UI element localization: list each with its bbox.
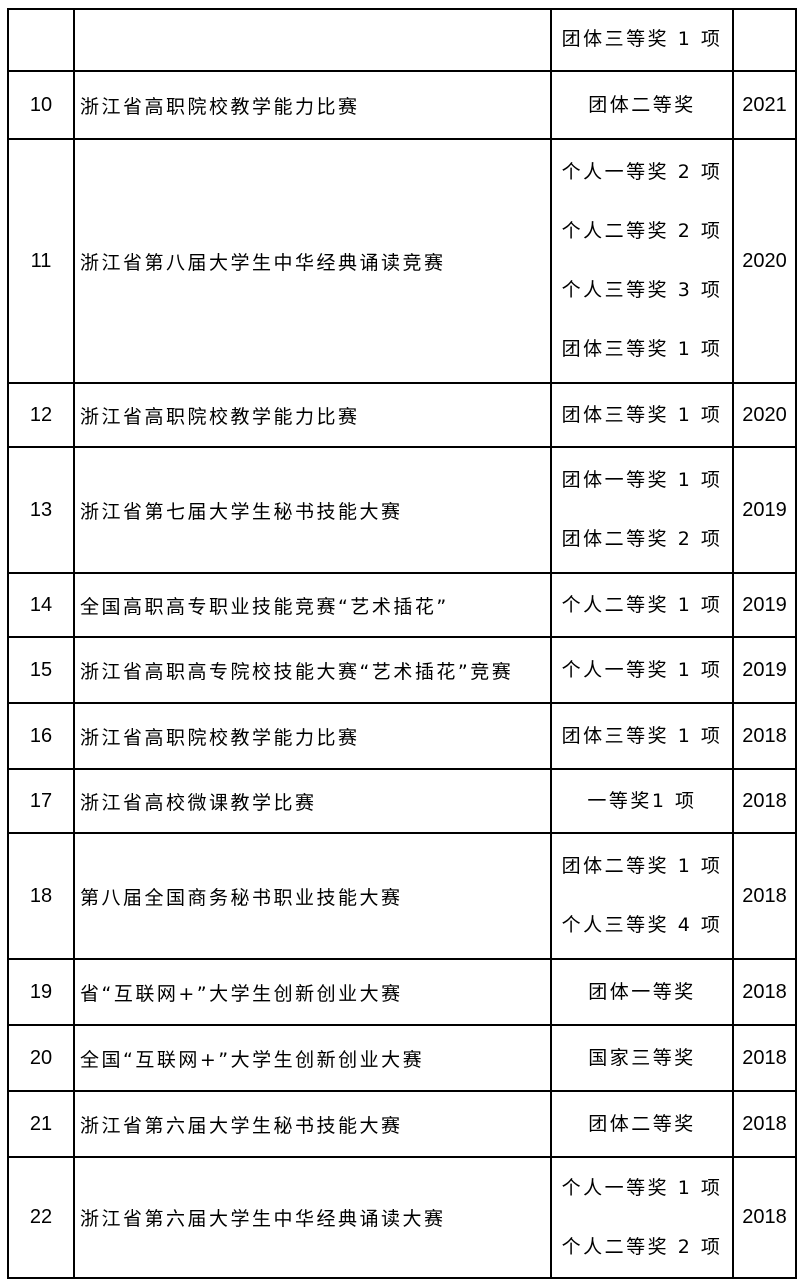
row-number: 19 <box>7 958 75 1026</box>
award-cell: 团体二等奖 1 项个人三等奖 4 项 <box>550 832 734 960</box>
award-item: 团体二等奖 <box>588 93 696 116</box>
row-number: 10 <box>7 70 75 140</box>
award-cell: 团体二等奖 <box>550 1090 734 1158</box>
row-number: 20 <box>7 1024 75 1092</box>
row-number: 18 <box>7 832 75 960</box>
award-cell: 团体一等奖 <box>550 958 734 1026</box>
row-number: 17 <box>7 768 75 834</box>
award-item: 团体二等奖 2 项 <box>561 528 723 550</box>
award-item: 个人三等奖 4 项 <box>561 914 723 936</box>
table-row: 12 浙江省高职院校教学能力比赛 团体三等奖 1 项 2020 <box>7 382 797 448</box>
award-cell: 团体三等奖 1 项 <box>550 8 734 72</box>
table-row: 11 浙江省第八届大学生中华经典诵读竞赛 个人一等奖 2 项个人二等奖 2 项个人三… <box>7 138 797 384</box>
award-item: 团体三等奖 1 项 <box>561 724 723 747</box>
competition-name <box>73 8 552 72</box>
award-cell: 一等奖1 项 <box>550 768 734 834</box>
row-number: 12 <box>7 382 75 448</box>
award-cell: 个人一等奖 2 项个人二等奖 2 项个人三等奖 3 项团体三等奖 1 项 <box>550 138 734 384</box>
award-item: 团体一等奖 1 项 <box>561 469 723 491</box>
award-cell: 团体三等奖 1 项 <box>550 382 734 448</box>
competition-name: 全国“互联网+”大学生创新创业大赛 <box>73 1024 552 1092</box>
row-number: 15 <box>7 636 75 704</box>
award-item: 个人三等奖 3 项 <box>561 279 723 301</box>
table-row: 10 浙江省高职院校教学能力比赛 团体二等奖 2021 <box>7 70 797 140</box>
row-number: 11 <box>7 138 75 384</box>
award-cell: 团体二等奖 <box>550 70 734 140</box>
year: 2018 <box>732 1090 797 1158</box>
table-row: 21 浙江省第六届大学生秘书技能大赛 团体二等奖 2018 <box>7 1090 797 1158</box>
award-cell: 团体一等奖 1 项团体二等奖 2 项 <box>550 446 734 574</box>
competition-name: 浙江省高职院校教学能力比赛 <box>73 70 552 140</box>
award-item: 团体二等奖 <box>588 1112 696 1135</box>
year: 2018 <box>732 1156 797 1279</box>
competition-name: 浙江省第六届大学生秘书技能大赛 <box>73 1090 552 1158</box>
year: 2019 <box>732 572 797 638</box>
year: 2018 <box>732 702 797 770</box>
award-cell: 国家三等奖 <box>550 1024 734 1092</box>
year: 2018 <box>732 1024 797 1092</box>
competition-name: 浙江省高校微课教学比赛 <box>73 768 552 834</box>
award-cell: 个人一等奖 1 项 <box>550 636 734 704</box>
row-number: 13 <box>7 446 75 574</box>
competition-name: 浙江省第六届大学生中华经典诵读大赛 <box>73 1156 552 1279</box>
year: 2019 <box>732 446 797 574</box>
table-row: 13 浙江省第七届大学生秘书技能大赛 团体一等奖 1 项团体二等奖 2 项 2019 <box>7 446 797 574</box>
award-cell: 个人一等奖 1 项个人二等奖 2 项 <box>550 1156 734 1279</box>
competition-name: 浙江省高职高专院校技能大赛“艺术插花”竞赛 <box>73 636 552 704</box>
row-number: 16 <box>7 702 75 770</box>
award-cell: 个人二等奖 1 项 <box>550 572 734 638</box>
award-item: 一等奖1 项 <box>587 789 697 812</box>
competition-name: 浙江省第八届大学生中华经典诵读竞赛 <box>73 138 552 384</box>
year: 2020 <box>732 382 797 448</box>
competition-name: 全国高职高专职业技能竞赛“艺术插花” <box>73 572 552 638</box>
competition-name: 省“互联网+”大学生创新创业大赛 <box>73 958 552 1026</box>
table-row: 16 浙江省高职院校教学能力比赛 团体三等奖 1 项 2018 <box>7 702 797 770</box>
table-row: 22 浙江省第六届大学生中华经典诵读大赛 个人一等奖 1 项个人二等奖 2 项 201… <box>7 1156 797 1279</box>
table-row: 17 浙江省高校微课教学比赛 一等奖1 项 2018 <box>7 768 797 834</box>
table-row: 团体三等奖 1 项 <box>7 8 797 72</box>
award-item: 个人一等奖 1 项 <box>561 658 723 681</box>
award-item: 个人二等奖 1 项 <box>561 593 723 616</box>
table-row: 19 省“互联网+”大学生创新创业大赛 团体一等奖 2018 <box>7 958 797 1026</box>
award-item: 个人一等奖 2 项 <box>561 161 723 183</box>
year: 2018 <box>732 958 797 1026</box>
row-number: 22 <box>7 1156 75 1279</box>
row-number: 14 <box>7 572 75 638</box>
award-item: 团体三等奖 1 项 <box>561 338 723 360</box>
competition-name: 浙江省高职院校教学能力比赛 <box>73 702 552 770</box>
year: 2020 <box>732 138 797 384</box>
year: 2018 <box>732 832 797 960</box>
award-item: 团体三等奖 1 项 <box>561 28 723 50</box>
competition-name: 浙江省第七届大学生秘书技能大赛 <box>73 446 552 574</box>
award-item: 团体三等奖 1 项 <box>561 403 723 426</box>
year: 2019 <box>732 636 797 704</box>
award-item: 个人二等奖 2 项 <box>561 1235 723 1258</box>
award-cell: 团体三等奖 1 项 <box>550 702 734 770</box>
table-row: 18 第八届全国商务秘书职业技能大赛 团体二等奖 1 项个人三等奖 4 项 2018 <box>7 832 797 960</box>
awards-table: 团体三等奖 1 项 10 浙江省高职院校教学能力比赛 团体二等奖 2021 11 浙江省第八… <box>7 8 797 1279</box>
competition-name: 浙江省高职院校教学能力比赛 <box>73 382 552 448</box>
award-item: 团体一等奖 <box>588 980 696 1003</box>
award-item: 团体二等奖 1 项 <box>561 855 723 877</box>
table-row: 20 全国“互联网+”大学生创新创业大赛 国家三等奖 2018 <box>7 1024 797 1092</box>
competition-name: 第八届全国商务秘书职业技能大赛 <box>73 832 552 960</box>
award-item: 个人二等奖 2 项 <box>561 220 723 242</box>
award-item: 个人一等奖 1 项 <box>561 1176 723 1199</box>
award-item: 国家三等奖 <box>588 1046 696 1069</box>
table-row: 15 浙江省高职高专院校技能大赛“艺术插花”竞赛 个人一等奖 1 项 2019 <box>7 636 797 704</box>
year: 2018 <box>732 768 797 834</box>
year <box>732 8 797 72</box>
table-row: 14 全国高职高专职业技能竞赛“艺术插花” 个人二等奖 1 项 2019 <box>7 572 797 638</box>
row-number: 21 <box>7 1090 75 1158</box>
year: 2021 <box>732 70 797 140</box>
row-number <box>7 8 75 72</box>
